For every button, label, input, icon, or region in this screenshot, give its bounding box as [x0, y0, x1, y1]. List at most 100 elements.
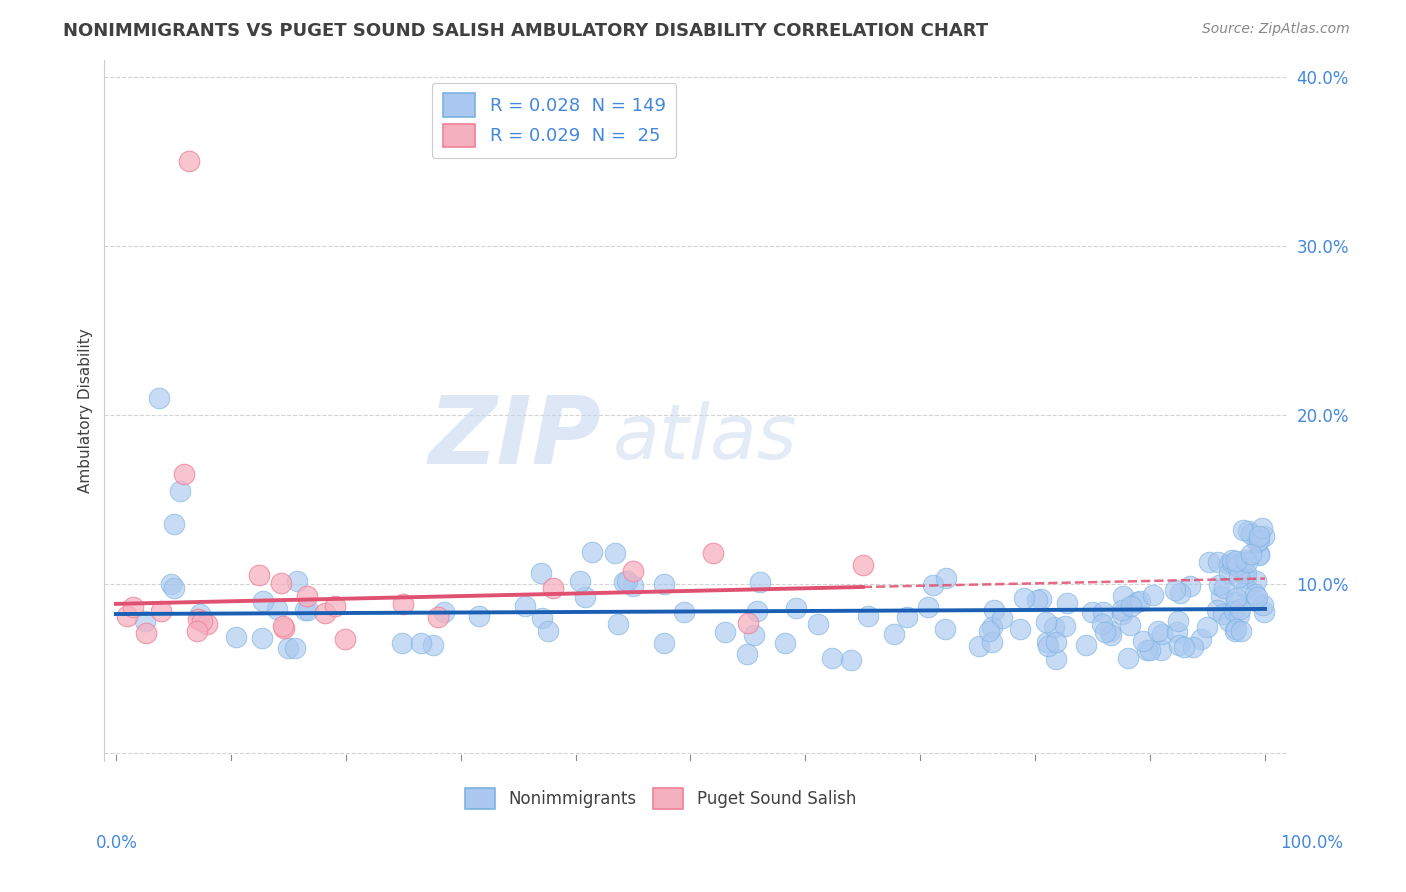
Point	[271, 618, 294, 632]
Point	[1234, 566, 1257, 581]
Point	[1008, 622, 1031, 636]
Point	[1181, 640, 1204, 654]
Point	[432, 605, 454, 619]
Point	[295, 589, 318, 603]
Point	[856, 609, 879, 624]
Point	[392, 597, 415, 611]
Point	[714, 624, 737, 639]
Point	[1247, 533, 1270, 548]
Point	[149, 604, 172, 618]
Point	[1227, 557, 1250, 571]
Point	[1225, 554, 1247, 568]
Point	[247, 568, 270, 582]
Point	[1119, 618, 1142, 632]
Point	[1225, 591, 1247, 606]
Point	[1244, 587, 1267, 601]
Point	[1119, 599, 1142, 613]
Point	[983, 603, 1005, 617]
Text: atlas: atlas	[613, 401, 797, 475]
Point	[1111, 607, 1133, 621]
Point	[1129, 593, 1152, 607]
Point	[616, 574, 638, 588]
Text: Source: ZipAtlas.com: Source: ZipAtlas.com	[1202, 22, 1350, 37]
Point	[1251, 521, 1274, 535]
Point	[1240, 526, 1263, 541]
Point	[574, 590, 596, 604]
Point	[173, 467, 195, 481]
Point	[134, 614, 156, 628]
Point	[1142, 588, 1164, 602]
Point	[1225, 594, 1247, 608]
Point	[1126, 594, 1149, 608]
Point	[266, 601, 288, 615]
Point	[1112, 589, 1135, 603]
Point	[1225, 622, 1247, 636]
Point	[1029, 592, 1052, 607]
Point	[1164, 582, 1187, 597]
Point	[1246, 590, 1268, 604]
Point	[1220, 556, 1243, 570]
Point	[1236, 555, 1258, 569]
Point	[612, 574, 634, 589]
Point	[569, 574, 592, 588]
Y-axis label: Ambulatory Disability: Ambulatory Disability	[79, 328, 93, 492]
Point	[391, 636, 413, 650]
Point	[1253, 598, 1275, 612]
Point	[1229, 602, 1251, 616]
Point	[1150, 627, 1173, 641]
Point	[1253, 605, 1275, 619]
Point	[1035, 615, 1057, 629]
Point	[1173, 640, 1195, 654]
Point	[1218, 557, 1240, 571]
Point	[1094, 625, 1116, 640]
Point	[1234, 572, 1257, 586]
Point	[1246, 534, 1268, 549]
Point	[1208, 555, 1230, 569]
Point	[285, 574, 308, 588]
Point	[1249, 529, 1271, 543]
Point	[179, 154, 201, 169]
Point	[1111, 603, 1133, 617]
Point	[1132, 634, 1154, 648]
Text: NONIMMIGRANTS VS PUGET SOUND SALISH AMBULATORY DISABILITY CORRELATION CHART: NONIMMIGRANTS VS PUGET SOUND SALISH AMBU…	[63, 22, 988, 40]
Point	[917, 600, 939, 615]
Point	[163, 517, 186, 532]
Point	[1054, 619, 1077, 633]
Point	[1139, 643, 1161, 657]
Point	[1223, 624, 1246, 638]
Point	[1246, 574, 1268, 588]
Point	[773, 635, 796, 649]
Point	[652, 576, 675, 591]
Point	[1198, 555, 1220, 569]
Point	[135, 626, 157, 640]
Point	[1092, 605, 1115, 619]
Point	[934, 622, 956, 636]
Point	[191, 614, 214, 628]
Point	[742, 628, 765, 642]
Point	[1166, 625, 1188, 640]
Point	[1026, 592, 1049, 607]
Point	[896, 610, 918, 624]
Point	[1253, 529, 1275, 543]
Point	[1116, 651, 1139, 665]
Point	[284, 641, 307, 656]
Point	[314, 606, 336, 620]
Point	[603, 546, 626, 560]
Point	[1226, 559, 1249, 574]
Point	[1218, 566, 1240, 581]
Point	[1045, 652, 1067, 666]
Point	[169, 483, 191, 498]
Point	[225, 630, 247, 644]
Point	[737, 615, 759, 630]
Point	[1045, 634, 1067, 648]
Point	[250, 631, 273, 645]
Point	[820, 651, 842, 665]
Point	[409, 636, 432, 650]
Point	[1227, 569, 1250, 583]
Point	[1091, 616, 1114, 631]
Point	[323, 599, 346, 614]
Point	[1167, 614, 1189, 628]
Point	[785, 600, 807, 615]
Point	[977, 624, 1000, 639]
Point	[1012, 591, 1035, 606]
